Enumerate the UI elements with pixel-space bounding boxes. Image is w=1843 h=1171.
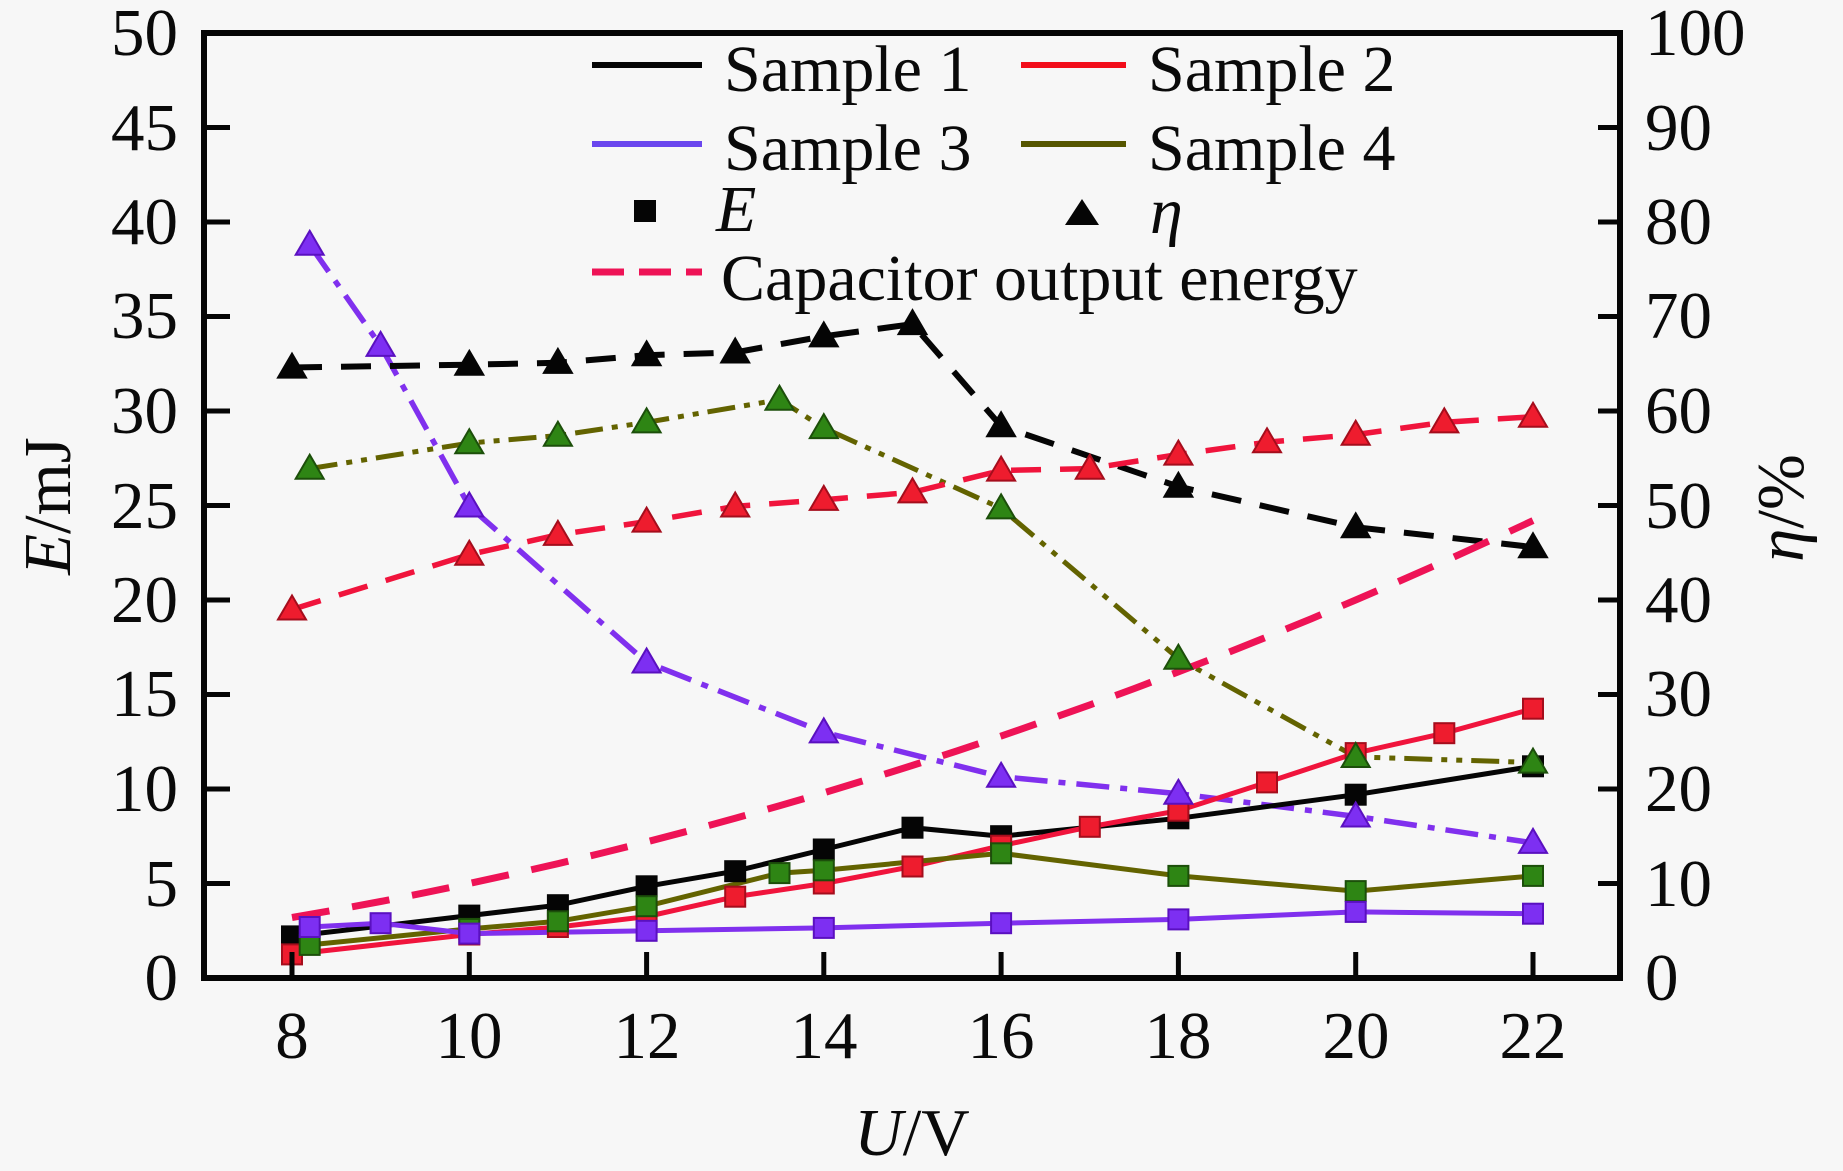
svg-text:5: 5 xyxy=(145,847,179,921)
svg-text:Sample 1: Sample 1 xyxy=(724,33,971,106)
svg-text:18: 18 xyxy=(1145,999,1212,1073)
svg-text:50: 50 xyxy=(1645,469,1712,543)
svg-text:80: 80 xyxy=(1645,185,1712,259)
svg-text:Sample 2: Sample 2 xyxy=(1148,33,1395,106)
svg-text:20: 20 xyxy=(1645,752,1712,826)
svg-text:20: 20 xyxy=(1323,999,1390,1073)
svg-text:8: 8 xyxy=(275,999,309,1073)
svg-text:E/mJ: E/mJ xyxy=(11,437,85,576)
svg-text:η: η xyxy=(1150,175,1183,248)
svg-text:10: 10 xyxy=(1645,847,1712,921)
svg-text:Capacitor output energy: Capacitor output energy xyxy=(721,242,1358,315)
svg-text:40: 40 xyxy=(1645,563,1712,637)
svg-text:Sample 3: Sample 3 xyxy=(724,112,971,185)
svg-text:10: 10 xyxy=(111,752,178,826)
svg-text:0: 0 xyxy=(1645,941,1679,1015)
svg-text:45: 45 xyxy=(111,91,178,165)
svg-text:40: 40 xyxy=(111,185,178,259)
svg-text:15: 15 xyxy=(111,657,178,731)
svg-text:30: 30 xyxy=(1645,657,1712,731)
svg-text:20: 20 xyxy=(111,563,178,637)
svg-text:Sample 4: Sample 4 xyxy=(1148,112,1395,185)
svg-text:60: 60 xyxy=(1645,374,1712,448)
svg-text:E: E xyxy=(715,173,756,246)
svg-text:16: 16 xyxy=(968,999,1035,1073)
svg-text:12: 12 xyxy=(614,999,681,1073)
svg-text:25: 25 xyxy=(111,469,178,543)
svg-text:90: 90 xyxy=(1645,91,1712,165)
svg-text:100: 100 xyxy=(1645,0,1746,70)
svg-text:35: 35 xyxy=(111,279,178,353)
svg-text:10: 10 xyxy=(436,999,503,1073)
svg-text:22: 22 xyxy=(1500,999,1567,1073)
svg-text:30: 30 xyxy=(111,374,178,448)
svg-text:η/%: η/% xyxy=(1744,454,1818,562)
svg-text:70: 70 xyxy=(1645,279,1712,353)
svg-text:14: 14 xyxy=(791,999,858,1073)
svg-text:50: 50 xyxy=(111,0,178,70)
svg-text:0: 0 xyxy=(145,941,179,1015)
svg-text:U/V: U/V xyxy=(854,1096,969,1170)
